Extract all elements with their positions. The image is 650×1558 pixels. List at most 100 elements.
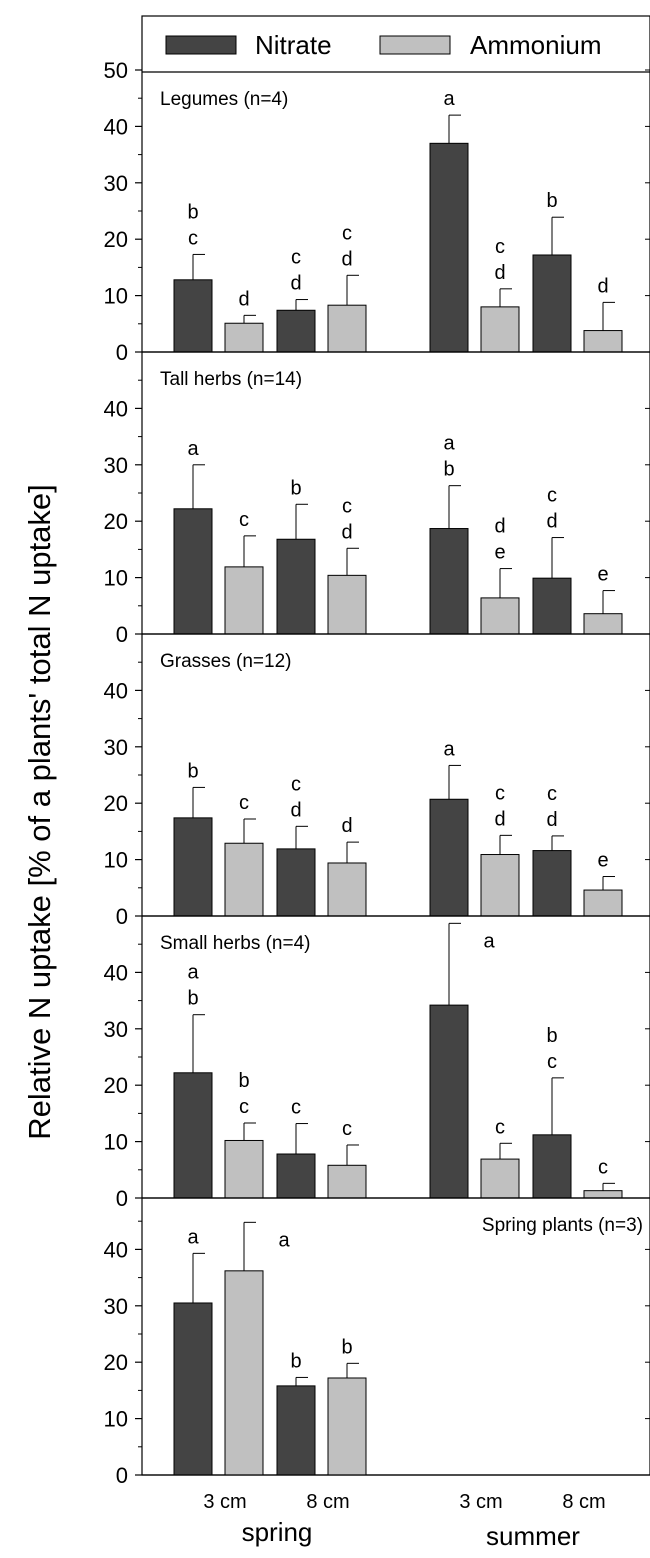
significance-letter: d (290, 273, 301, 295)
significance-letter: c (291, 1097, 301, 1119)
significance-letter: a (278, 1229, 290, 1251)
significance-letter: c (291, 247, 301, 269)
significance-letter: d (494, 516, 505, 538)
y-tick-label: 30 (104, 171, 128, 196)
legend-label-nitrate: Nitrate (255, 30, 332, 60)
significance-letter: d (341, 521, 352, 543)
season-label-summer: summer (486, 1521, 580, 1551)
significance-letter: a (483, 930, 495, 952)
significance-letter: d (546, 809, 557, 831)
legend-swatch-nitrate (165, 35, 237, 55)
bar-nitrate (429, 142, 469, 353)
panel-title: Grasses (n=12) (160, 651, 291, 672)
y-tick-label: 20 (104, 1350, 128, 1375)
bar-nitrate (532, 254, 572, 353)
y-tick-label: 40 (104, 678, 128, 703)
panel-title: Small herbs (n=4) (160, 933, 310, 954)
significance-letter: a (187, 1226, 199, 1248)
significance-letter: c (495, 782, 505, 804)
significance-letter: c (239, 509, 249, 531)
significance-letter: b (546, 190, 557, 212)
bar-ammonium (224, 322, 264, 353)
significance-letter: b (290, 477, 301, 499)
significance-letter: b (238, 1070, 249, 1092)
bar-nitrate (532, 1134, 572, 1199)
x-category-label: 3 cm (203, 1491, 246, 1513)
x-category-label: 8 cm (562, 1491, 605, 1513)
y-tick-label: 50 (104, 58, 128, 83)
y-tick-label: 30 (104, 1017, 128, 1042)
bar-nitrate (532, 577, 572, 635)
y-tick-label: 10 (104, 566, 128, 591)
x-category-label: 8 cm (306, 1491, 349, 1513)
significance-letter: e (597, 564, 608, 586)
bar-ammonium (480, 306, 520, 353)
y-tick-label: 0 (116, 1463, 128, 1488)
bar-ammonium (480, 854, 520, 917)
y-tick-label: 30 (104, 1294, 128, 1319)
bar-ammonium (480, 1158, 520, 1199)
significance-letter: a (443, 738, 455, 760)
y-tick-label: 40 (104, 114, 128, 139)
significance-letter: d (341, 815, 352, 837)
significance-letter: d (494, 262, 505, 284)
significance-letter: b (187, 988, 198, 1010)
significance-letter: d (494, 808, 505, 830)
y-tick-label: 10 (104, 1130, 128, 1155)
significance-letter: c (188, 227, 198, 249)
y-tick-label: 40 (104, 396, 128, 421)
y-tick-label: 10 (104, 1407, 128, 1432)
bar-ammonium (327, 1377, 367, 1476)
bar-nitrate (173, 1302, 213, 1476)
bar-ammonium (327, 304, 367, 353)
significance-letter: a (443, 88, 455, 110)
significance-letter: c (342, 495, 352, 517)
y-tick-label: 10 (104, 848, 128, 873)
significance-letter: a (187, 962, 199, 984)
significance-letter: c (547, 1051, 557, 1073)
y-tick-label: 40 (104, 960, 128, 985)
significance-letter: d (290, 799, 301, 821)
bar-nitrate (276, 848, 316, 917)
bar-ammonium (224, 1139, 264, 1199)
significance-letter: c (495, 1116, 505, 1138)
y-tick-label: 20 (104, 509, 128, 534)
bar-ammonium (327, 574, 367, 635)
significance-letter: c (547, 783, 557, 805)
significance-letter: b (187, 760, 198, 782)
significance-letter: e (494, 542, 505, 564)
y-tick-label: 20 (104, 1073, 128, 1098)
bar-nitrate (276, 309, 316, 353)
y-tick-label: 40 (104, 1237, 128, 1262)
bar-nitrate (173, 508, 213, 635)
bar-ammonium (327, 1164, 367, 1199)
panel-title: Spring plants (n=3) (482, 1215, 643, 1236)
significance-letter: b (187, 201, 198, 223)
significance-letter: c (598, 1156, 608, 1178)
y-tick-label: 30 (104, 735, 128, 760)
significance-letter: a (443, 433, 455, 455)
significance-letter: c (547, 485, 557, 507)
y-axis-title: Relative N uptake [% of a plants' total … (22, 484, 57, 1140)
bar-nitrate (276, 1385, 316, 1476)
significance-letter: d (546, 511, 557, 533)
bar-ammonium (327, 862, 367, 917)
significance-letter: b (546, 1025, 557, 1047)
significance-letter: d (597, 275, 608, 297)
bar-nitrate (532, 850, 572, 917)
plot-frame (141, 15, 650, 1476)
bar-ammonium (480, 597, 520, 635)
legend-label-ammonium: Ammonium (470, 30, 601, 60)
significance-letter: b (443, 459, 454, 481)
bar-ammonium (583, 889, 623, 917)
significance-letter: c (239, 792, 249, 814)
bar-nitrate (429, 1004, 469, 1199)
bar-nitrate (173, 279, 213, 353)
significance-letter: b (290, 1350, 301, 1372)
bar-ammonium (583, 613, 623, 635)
significance-letter: a (187, 438, 199, 460)
panel-title: Tall herbs (n=14) (160, 369, 302, 390)
bar-ammonium (224, 1270, 264, 1476)
